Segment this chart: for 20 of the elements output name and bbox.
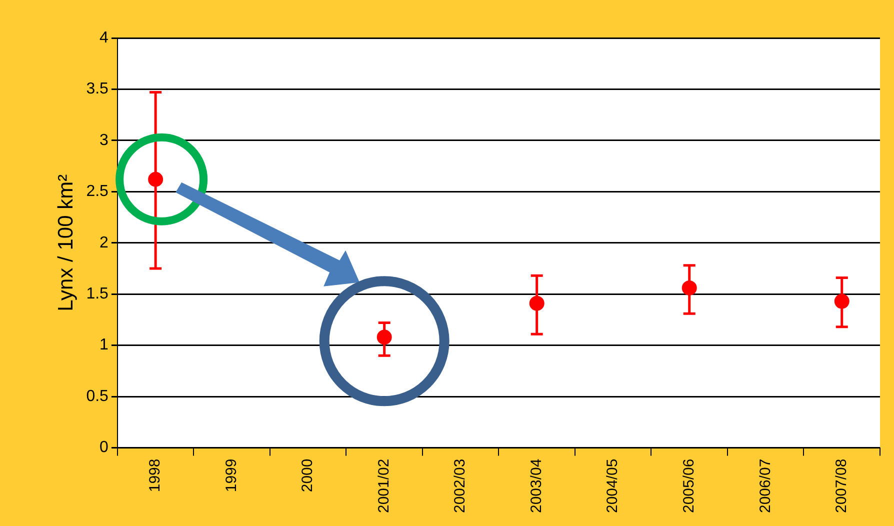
x-tick-label: 2005/06	[680, 458, 698, 514]
y-tick-label: 4	[100, 29, 109, 46]
y-tick-label: 0.5	[86, 388, 109, 405]
x-tick-label: 2004/05	[604, 458, 622, 514]
x-tick-label: 1999	[222, 458, 240, 492]
y-tick-label: 1.5	[86, 286, 109, 303]
y-tick-label: 3.5	[86, 80, 109, 98]
y-tick-label: 0	[100, 439, 109, 456]
x-tick-label: 2003/04	[528, 458, 545, 514]
x-tick-label: 2007/08	[833, 458, 850, 514]
y-tick-label: 3	[100, 132, 109, 149]
x-tick-label: 2006/07	[756, 458, 774, 514]
x-tick-label: 2000	[299, 458, 316, 492]
x-tick-label: 2001/02	[375, 458, 392, 514]
y-tick-label: 1	[100, 336, 109, 354]
y-axis-title: Lynx / 100 km²	[54, 174, 78, 312]
y-tick-label: 2.5	[86, 183, 109, 200]
x-tick-label: 2002/03	[452, 458, 469, 514]
y-tick-label: 2	[100, 234, 109, 252]
x-tick-label: 1998	[146, 458, 164, 492]
